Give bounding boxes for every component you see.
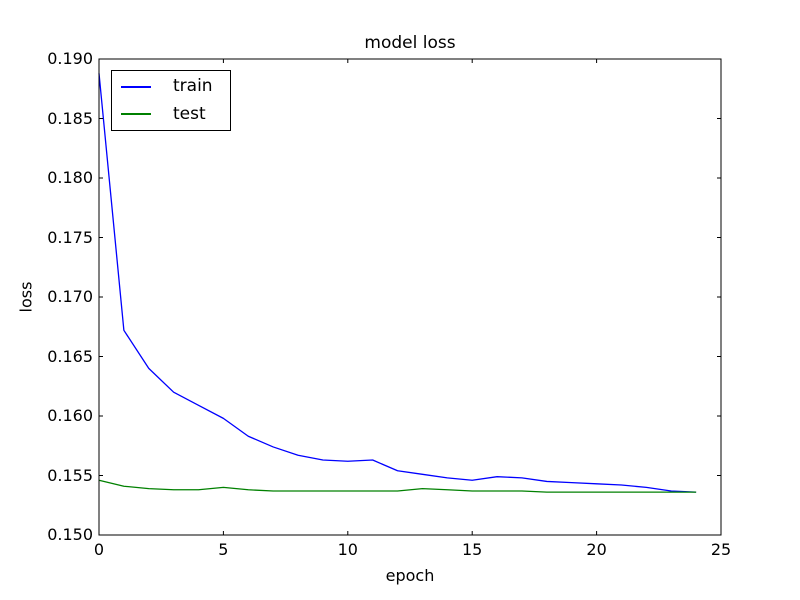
legend: train test [111,70,231,131]
y-tick-label: 0.160 [47,406,93,425]
y-axis-label: loss [16,281,36,313]
x-axis-label: epoch [385,566,435,585]
y-tick-label: 0.190 [47,49,93,68]
legend-entry-test: test [112,102,230,126]
x-tick-label: 15 [462,540,483,559]
x-tick-label: 25 [710,540,732,559]
y-tick-label: 0.185 [47,108,93,128]
x-tick-label: 5 [218,540,229,559]
train-line-swatch [121,85,151,88]
legend-label-test: test [173,103,206,124]
y-tick-label: 0.180 [47,168,93,187]
legend-entry-train: train [112,75,230,99]
x-tick-label: 20 [586,540,607,559]
chart-title: model loss [364,33,456,53]
x-tick-label: 10 [337,540,358,559]
y-tick-label: 0.170 [47,287,93,306]
y-tick-label: 0.150 [47,525,93,544]
x-tick-label: 0 [93,540,105,559]
train-line [98,73,697,493]
test-line-swatch [121,113,151,116]
legend-label-train: train [173,76,213,97]
y-tick-label: 0.155 [47,465,93,485]
y-tick-label: 0.165 [47,346,93,366]
test-line [98,479,697,493]
y-tick-label: 0.175 [47,227,93,247]
